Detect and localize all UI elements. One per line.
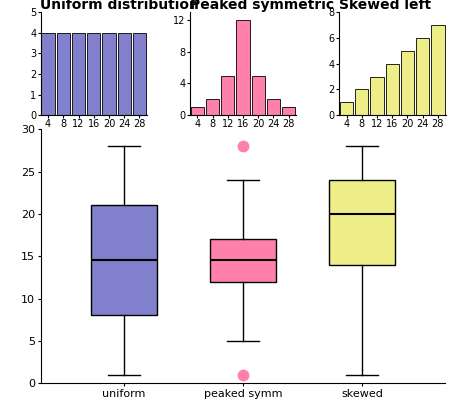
Bar <box>267 99 280 115</box>
PathPatch shape <box>210 239 276 282</box>
Bar <box>236 20 250 115</box>
Bar <box>252 75 265 115</box>
Bar <box>72 33 85 115</box>
Bar <box>340 102 353 115</box>
Bar <box>416 38 429 115</box>
Text: Peaked symmetric: Peaked symmetric <box>190 0 334 12</box>
PathPatch shape <box>329 180 395 265</box>
Bar <box>282 107 295 115</box>
Bar <box>87 33 100 115</box>
Bar <box>370 77 384 115</box>
Bar <box>221 75 234 115</box>
Text: Skewed left: Skewed left <box>339 0 431 12</box>
Bar <box>133 33 146 115</box>
Text: Uniform distribution: Uniform distribution <box>40 0 199 12</box>
Bar <box>386 64 399 115</box>
Bar <box>102 33 116 115</box>
Bar <box>431 25 445 115</box>
Bar <box>57 33 70 115</box>
Bar <box>206 99 219 115</box>
PathPatch shape <box>91 206 157 316</box>
Bar <box>41 33 55 115</box>
Bar <box>191 107 204 115</box>
Bar <box>401 51 414 115</box>
Bar <box>355 89 369 115</box>
Bar <box>117 33 131 115</box>
